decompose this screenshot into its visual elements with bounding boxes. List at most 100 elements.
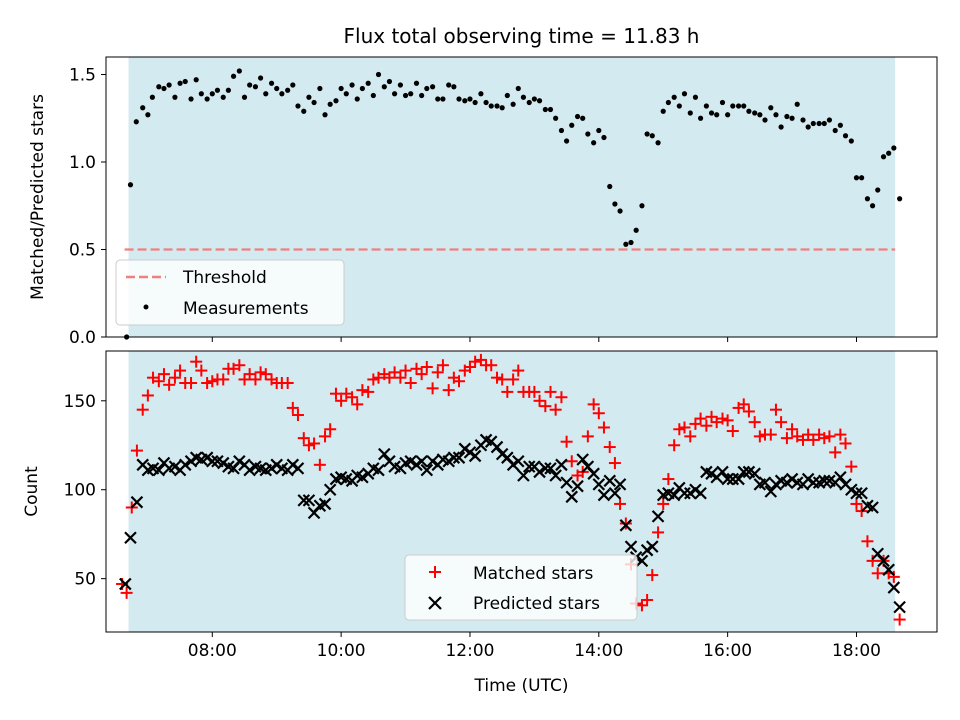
matched-star-point <box>871 567 884 580</box>
top-legend-box <box>115 259 345 326</box>
matched-star-point <box>308 437 321 450</box>
measurement-point <box>837 122 843 128</box>
matched-star-point <box>335 394 348 407</box>
matched-star-point <box>641 593 654 606</box>
predicted-star-point <box>130 495 144 509</box>
measurement-point <box>633 227 639 233</box>
measurement-point <box>794 101 800 107</box>
measurements-series <box>124 68 903 340</box>
measurement-point <box>580 115 586 121</box>
measurement-point <box>752 110 758 116</box>
matched-star-point <box>362 385 375 398</box>
predicted-star-point <box>549 469 562 482</box>
matched-star-point <box>539 400 552 413</box>
measurement-point <box>301 108 307 114</box>
measurement-point <box>204 96 210 102</box>
measurement-point <box>322 112 328 118</box>
matched-star-point <box>764 428 777 441</box>
matched-star-point <box>549 403 562 416</box>
predicted-star-point <box>850 487 863 500</box>
matched-star-point <box>496 373 509 386</box>
matched-star-point <box>367 373 380 386</box>
matched-star-point <box>485 359 498 372</box>
measurement-point <box>655 140 661 146</box>
matched-star-point <box>673 423 686 436</box>
measurement-point <box>467 96 473 102</box>
matched-star-point <box>383 371 396 384</box>
matched-star-point <box>893 613 906 626</box>
y-tick-label: 50 <box>74 570 96 590</box>
measurement-point <box>510 101 516 107</box>
predicted-star-point <box>635 554 649 568</box>
measurement-point <box>354 96 360 102</box>
measurement-point <box>462 98 468 104</box>
matched-star-point <box>635 599 648 612</box>
predicted-star-point <box>318 497 332 511</box>
predicted-star-point <box>882 563 895 577</box>
measurement-point <box>607 183 613 190</box>
matched-star-point <box>802 428 815 441</box>
measurement-point <box>735 103 742 109</box>
measurement-point <box>193 77 199 83</box>
measurement-point <box>198 91 204 97</box>
matched-star-point <box>297 432 310 445</box>
measurement-point <box>149 94 155 100</box>
top-axis-ticks: 0.0 0.5 1.0 1.5 <box>69 66 857 348</box>
measurement-point <box>810 120 816 127</box>
measurement-point <box>408 91 414 97</box>
predicted-star-point <box>119 577 132 591</box>
matched-star-point <box>560 435 573 448</box>
bottom-legend-box <box>404 554 638 621</box>
x-tick-label: 14:00 <box>574 641 623 661</box>
predicted-star-point <box>834 470 847 484</box>
predicted-star-point <box>152 463 166 477</box>
measurement-point <box>730 103 736 109</box>
matched-star-point <box>233 359 246 372</box>
measurement-point <box>757 112 763 118</box>
measurement-point <box>697 115 704 121</box>
matched-star-point <box>152 375 165 388</box>
measurement-point <box>133 119 139 125</box>
y-tick-label: 0.0 <box>69 328 96 348</box>
matched-star-point <box>737 398 750 411</box>
matched-star-point <box>431 366 444 379</box>
matched-star-point <box>587 398 600 411</box>
measurement-point <box>714 112 720 118</box>
matched-star-point <box>684 430 697 443</box>
predicted-star-point <box>468 449 482 463</box>
measurement-point <box>869 203 876 209</box>
measurement-point <box>252 84 259 90</box>
predicted-star-point <box>533 465 546 479</box>
top-axes-frame <box>105 56 938 338</box>
matched-star-point <box>721 414 734 427</box>
matched-star-point <box>453 375 466 388</box>
predicted-star-point <box>893 600 906 614</box>
measurement-point <box>161 85 167 92</box>
measurement-point <box>182 78 188 85</box>
matched-star-point <box>420 361 433 374</box>
predicted-star-point <box>378 447 391 461</box>
matched-star-point <box>834 428 847 441</box>
measurement-point <box>553 115 559 121</box>
measurement-point <box>333 98 339 104</box>
x-tick-label: 10:00 <box>317 641 366 661</box>
matched-star-point <box>238 373 251 386</box>
measurement-point <box>585 131 591 137</box>
predicted-star-point <box>291 462 305 475</box>
predicted-star-point <box>613 478 627 491</box>
measurement-point <box>639 203 645 209</box>
measurement-point <box>601 134 607 141</box>
measurement-point <box>391 91 398 97</box>
measurement-point <box>558 127 565 134</box>
matched-star-point <box>528 385 541 398</box>
measurement-point <box>574 113 581 120</box>
matched-star-point <box>700 419 713 432</box>
matched-star-point <box>592 407 605 420</box>
measurement-point <box>290 82 296 88</box>
measurement-point <box>499 105 505 111</box>
measurement-point <box>800 117 806 123</box>
measurement-point <box>172 94 178 100</box>
matched-star-point <box>652 526 665 539</box>
matched-star-point <box>442 384 455 397</box>
matched-star-point <box>206 375 219 388</box>
